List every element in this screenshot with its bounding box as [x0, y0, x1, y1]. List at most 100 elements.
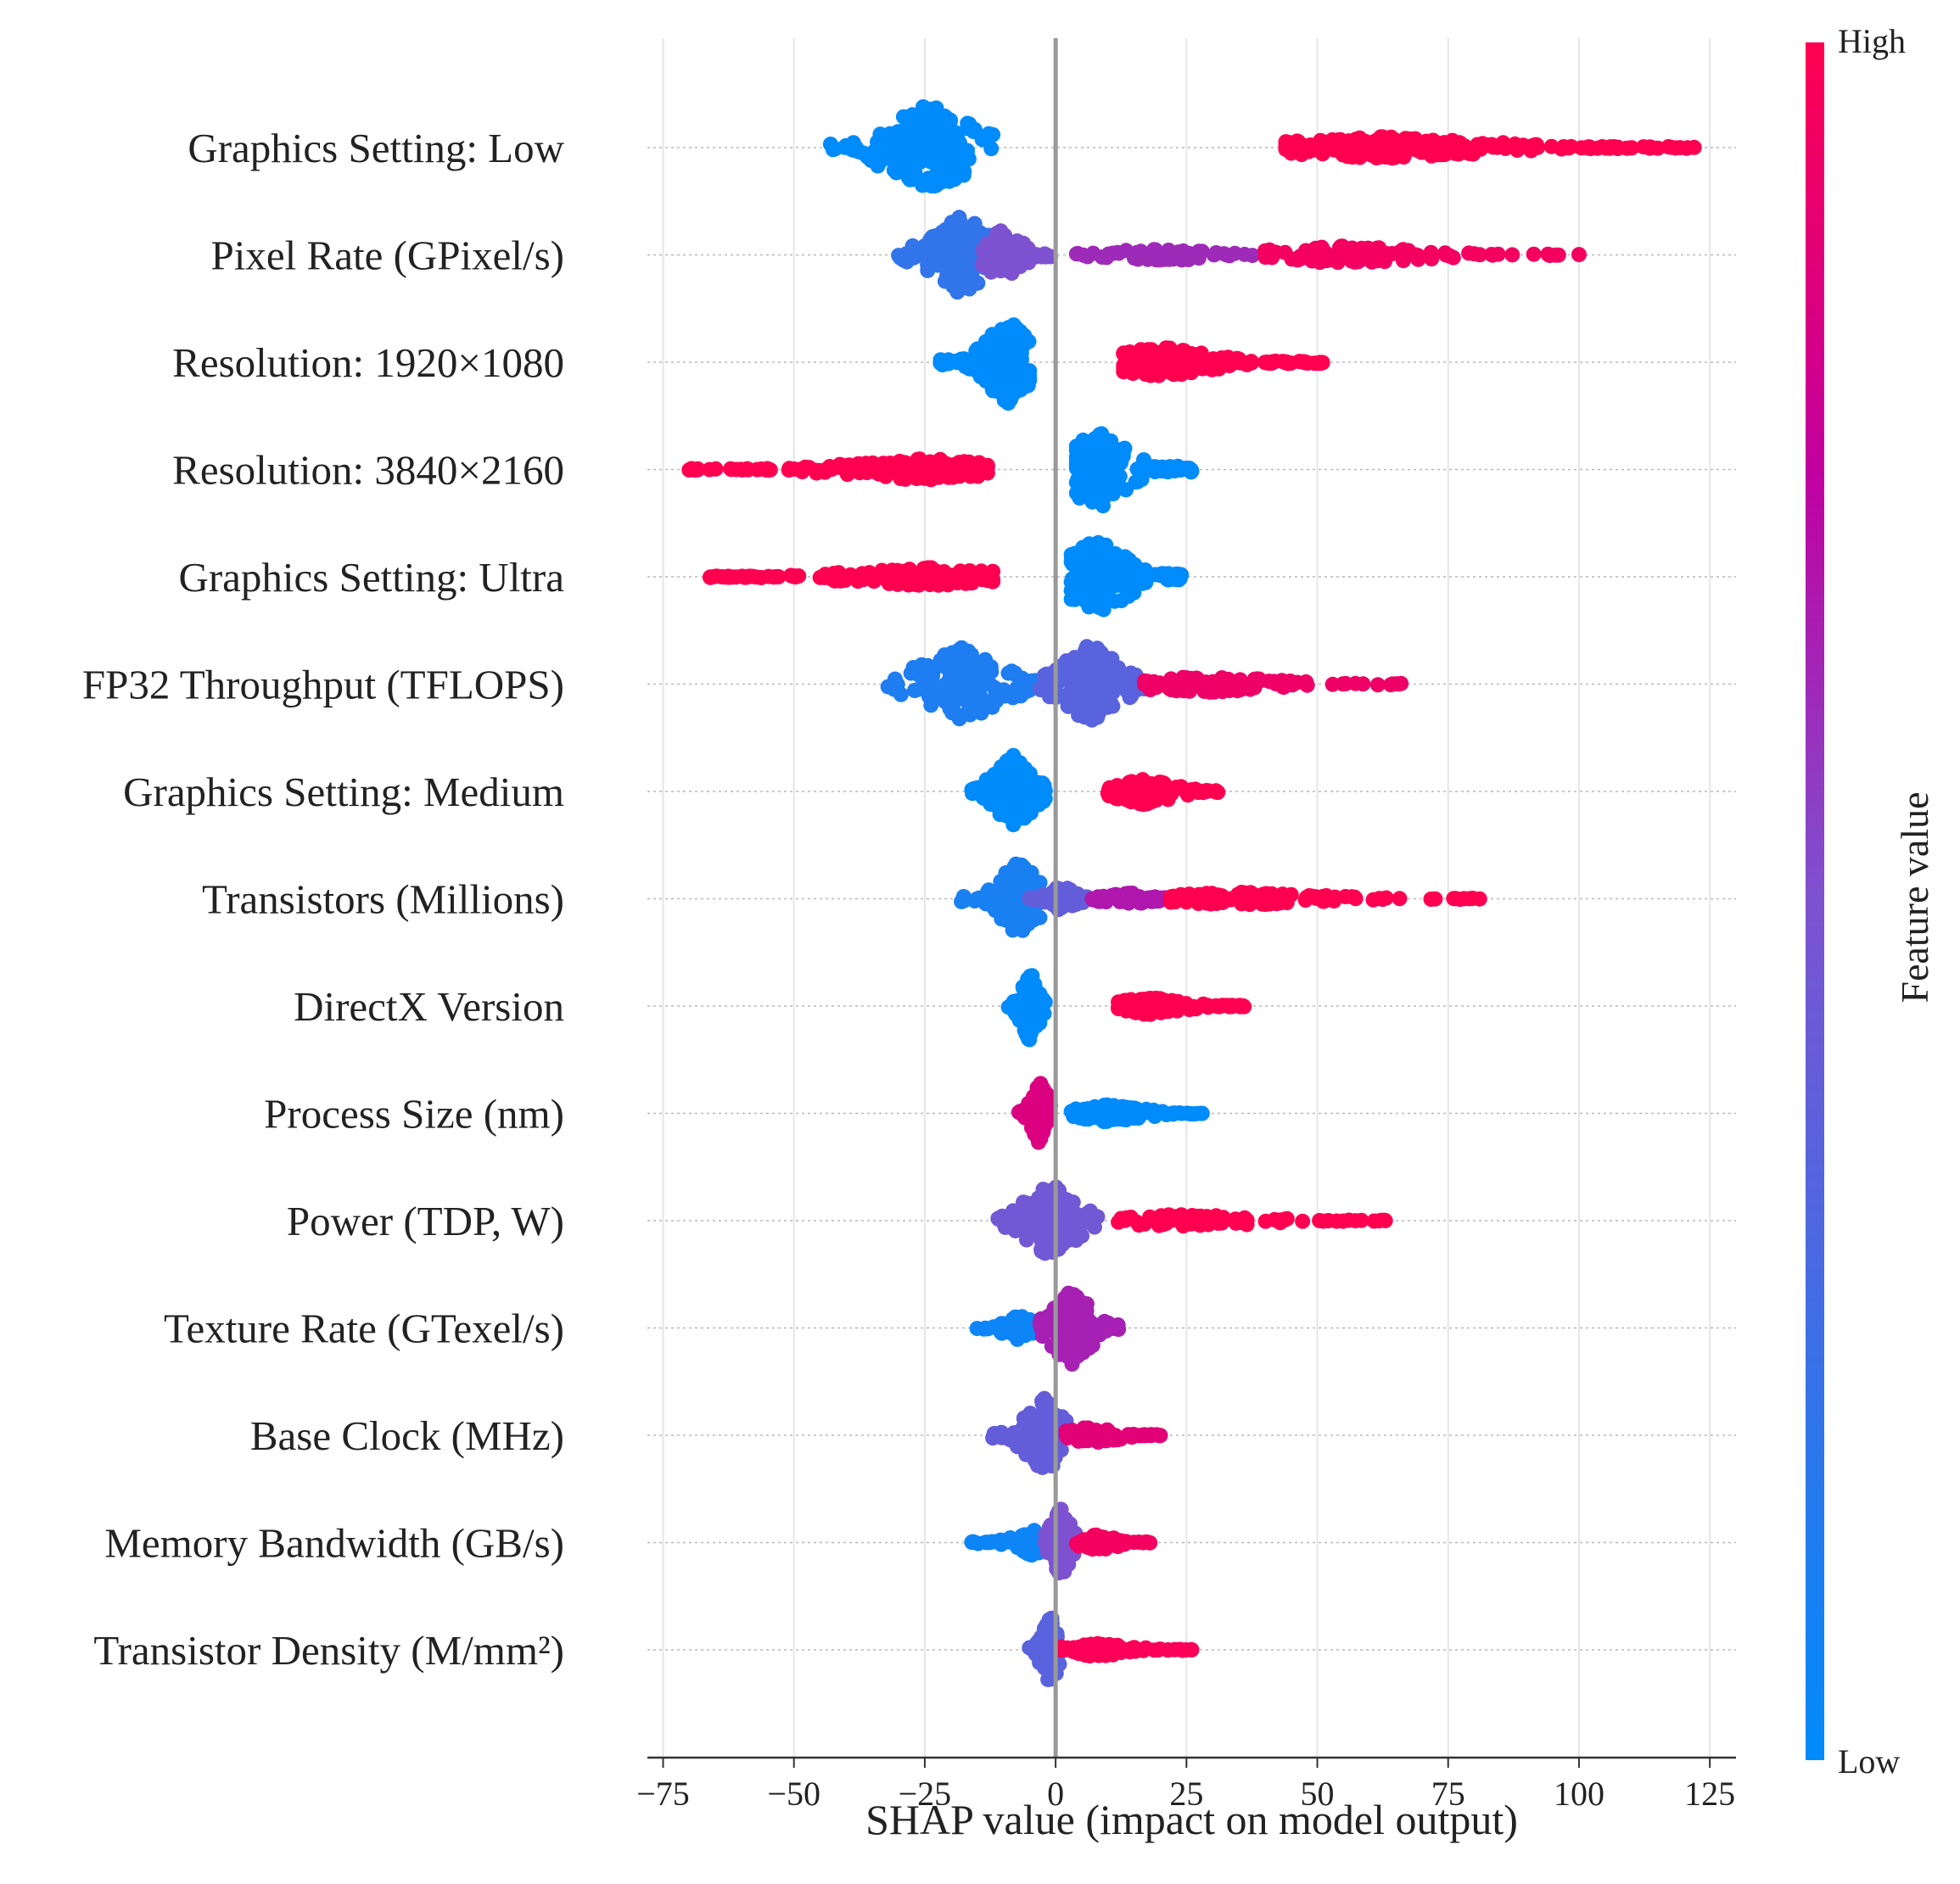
- shap-point: [1074, 484, 1090, 500]
- feature-label: DirectX Version: [294, 983, 564, 1030]
- shap-point: [1068, 1101, 1084, 1117]
- x-tick-label: 50: [1301, 1775, 1335, 1813]
- shap-point: [1118, 482, 1134, 498]
- shap-point: [1076, 566, 1091, 582]
- shap-point: [826, 573, 843, 589]
- shap-point: [960, 222, 977, 238]
- shap-point: [1022, 1441, 1039, 1457]
- shap-point: [937, 253, 953, 269]
- shap-point: [1166, 366, 1182, 383]
- shap-point: [1144, 793, 1160, 809]
- shap-point: [937, 159, 953, 176]
- shap-point: [994, 1427, 1010, 1443]
- shap-point: [1040, 1451, 1056, 1467]
- colorbar-high-label: High: [1838, 22, 1906, 60]
- shap-point: [1059, 667, 1075, 683]
- shap-point: [1028, 1003, 1044, 1019]
- shap-point: [1573, 140, 1589, 156]
- shap-point: [1063, 574, 1079, 590]
- shap-point: [1163, 671, 1179, 687]
- shap-points: [681, 99, 1702, 1687]
- shap-point: [955, 889, 972, 904]
- shap-point: [860, 568, 876, 584]
- shap-point: [1064, 1352, 1080, 1368]
- shap-point: [1121, 577, 1137, 593]
- feature-label: Transistors (Millions): [202, 876, 564, 923]
- shap-point: [1606, 139, 1622, 155]
- x-axis-title: SHAP value (impact on model output): [865, 1796, 1518, 1843]
- shap-point: [1200, 682, 1216, 698]
- shap-point: [1242, 897, 1257, 913]
- shap-point: [1182, 683, 1197, 699]
- feature-label: Graphics Setting: Low: [188, 125, 564, 171]
- shap-point: [923, 697, 939, 713]
- shap-point: [1113, 553, 1129, 569]
- shap-point: [848, 140, 865, 156]
- shap-point: [1447, 145, 1463, 161]
- shap-point: [812, 569, 828, 585]
- shap-point: [1014, 670, 1030, 686]
- shap-point: [993, 263, 1009, 279]
- shap-point: [981, 336, 997, 352]
- shap-point: [1319, 253, 1335, 269]
- shap-point: [1126, 995, 1142, 1011]
- shap-point: [983, 141, 1000, 157]
- shap-point: [969, 781, 985, 797]
- shap-point: [1257, 355, 1274, 371]
- shap-point: [1344, 889, 1360, 905]
- shap-point: [1075, 464, 1091, 480]
- feature-labels: Graphics Setting: Low Pixel Rate (GPixel/…: [82, 125, 565, 1674]
- shap-point: [703, 569, 719, 585]
- shap-point: [1624, 140, 1640, 156]
- shap-point: [1392, 891, 1408, 907]
- shap-point: [1009, 781, 1025, 797]
- shap-point: [1000, 328, 1016, 344]
- shap-point: [1013, 1005, 1029, 1020]
- shap-point: [1042, 1396, 1057, 1412]
- shap-point: [1274, 673, 1290, 689]
- shap-point: [1054, 1409, 1070, 1425]
- shap-point: [1189, 670, 1205, 686]
- shap-point: [1571, 247, 1587, 263]
- feature-label: Transistor Density (M/mm²): [93, 1627, 564, 1674]
- shap-point: [1021, 865, 1037, 881]
- shap-point: [1214, 681, 1229, 697]
- feature-label: Process Size (nm): [264, 1091, 564, 1138]
- shap-point: [1016, 810, 1033, 826]
- shap-point: [977, 356, 994, 372]
- shap-point: [1131, 1217, 1147, 1233]
- shap-point: [898, 471, 914, 487]
- shap-point: [1019, 364, 1035, 380]
- shap-point: [1397, 131, 1414, 147]
- shap-point: [980, 884, 996, 900]
- shap-point: [1203, 1214, 1219, 1230]
- feature-label: Pixel Rate (GPixel/s): [211, 232, 564, 279]
- shap-point: [998, 389, 1014, 405]
- shap-point: [1257, 249, 1274, 266]
- shap-point: [1002, 797, 1018, 813]
- shap-point: [984, 382, 1000, 398]
- shap-point: [1182, 246, 1198, 261]
- shap-point: [827, 141, 843, 157]
- shap-point: [1079, 655, 1095, 671]
- shap-point: [1179, 355, 1196, 372]
- shap-point: [1324, 676, 1341, 692]
- shap-point: [1167, 892, 1183, 908]
- shap-point: [1181, 1002, 1197, 1018]
- shap-point: [866, 143, 882, 159]
- shap-point: [684, 461, 699, 477]
- shap-point: [1151, 1210, 1167, 1227]
- shap-point: [900, 114, 916, 130]
- shap-point: [1129, 1428, 1145, 1444]
- shap-point: [1302, 141, 1318, 157]
- shap-point: [937, 647, 953, 663]
- shap-point: [1030, 774, 1046, 791]
- shap-point: [1109, 450, 1125, 466]
- shap-point: [1088, 584, 1104, 601]
- feature-label: Power (TDP, W): [287, 1198, 564, 1244]
- shap-point: [944, 705, 960, 721]
- feature-label: Base Clock (MHz): [250, 1412, 564, 1459]
- shap-point: [1179, 1642, 1194, 1658]
- shap-point: [1037, 1433, 1053, 1449]
- shap-point: [1138, 1640, 1154, 1656]
